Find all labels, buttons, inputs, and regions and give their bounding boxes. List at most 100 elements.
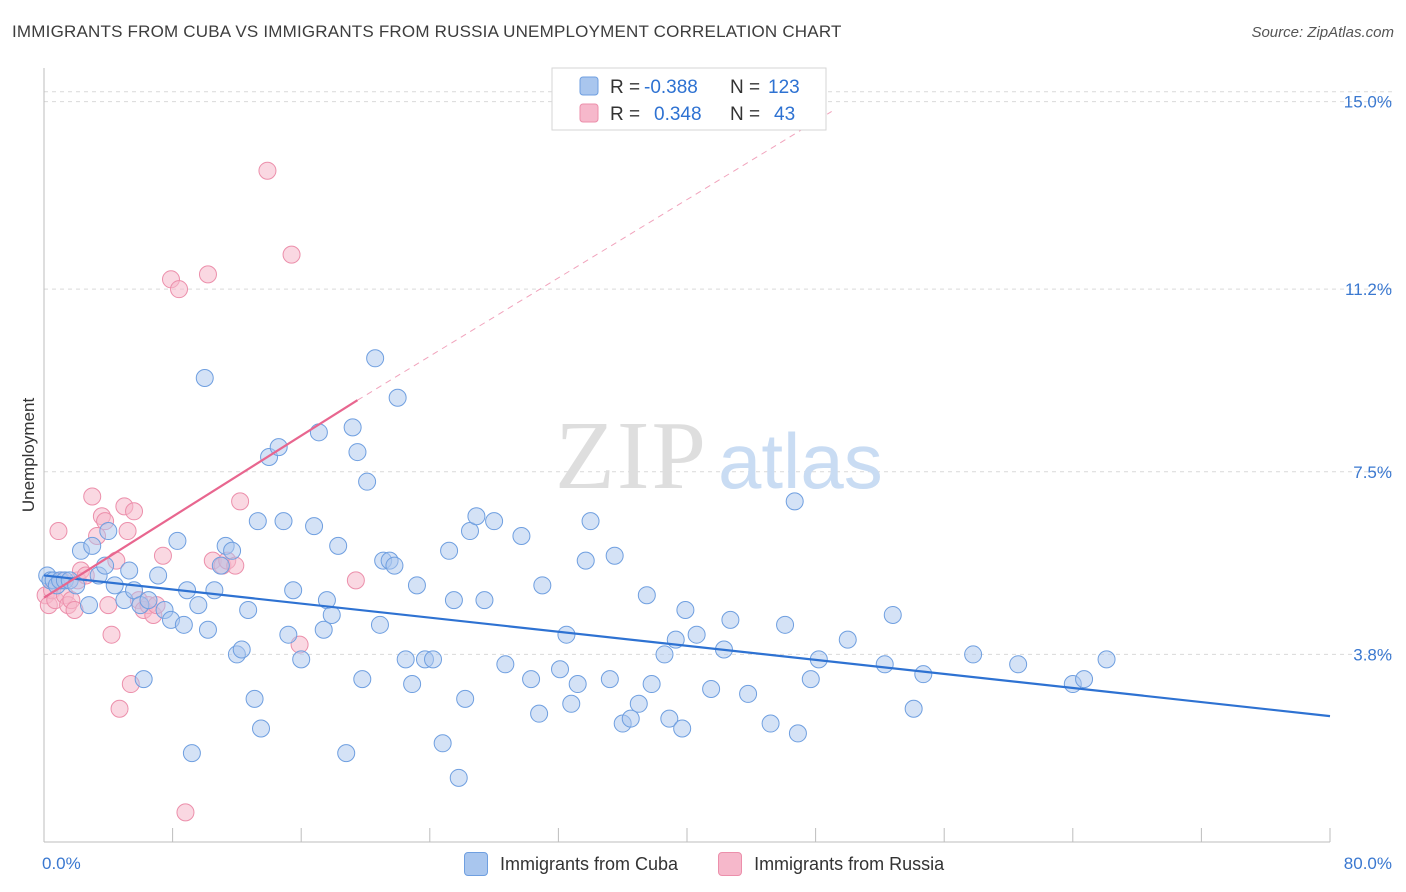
cuba-point [353,670,372,689]
cuba-point [1009,655,1028,674]
russia-n-value: 43 [774,104,795,125]
russia-trend-extension [357,111,832,401]
cuba-point [904,699,923,718]
cuba-point [149,566,168,585]
russia-point [346,571,365,590]
cuba-point [914,665,933,684]
cuba-point [83,536,102,555]
cuba-point [407,576,426,595]
cuba-point [522,670,541,689]
cuba-point [239,601,258,620]
legend-item-cuba[interactable]: Immigrants from Cuba [464,852,678,876]
watermark: ZIP atlas [555,402,883,510]
cuba-point [600,670,619,689]
cuba-r-label: R = [610,77,640,98]
cuba-n-label: N = [730,77,760,98]
cuba-point [449,768,468,787]
cuba-point [551,660,570,679]
cuba-point [687,625,706,644]
watermark-atlas: atlas [718,417,883,505]
grid-lines [44,91,1392,655]
y-axis-label: Unemployment [19,398,38,513]
russia-point [198,265,217,284]
cuba-point [581,512,600,531]
cuba-point [629,694,648,713]
cuba-point [329,536,348,555]
cuba-point [358,472,377,491]
legend-label-russia: Immigrants from Russia [754,853,945,874]
cuba-point [174,615,193,634]
legend-label-cuba: Immigrants from Cuba [500,853,679,874]
cuba-point [530,704,549,723]
cuba-point [512,526,531,545]
cuba-points [38,349,1116,787]
cuba-point [314,620,333,639]
russia-point [282,245,301,264]
cuba-point [1075,670,1094,689]
cuba-point [322,605,341,624]
russia-swatch [579,103,599,123]
russia-point [170,280,189,299]
cuba-point [444,591,463,610]
tick-labels: 3.8% 7.5% 11.2% 15.0% 0.0% 80.0% [42,93,1392,873]
cuba-point [105,576,124,595]
cuba-point [557,625,576,644]
cuba-point [168,531,187,550]
axes [43,68,1331,843]
cuba-point [292,650,311,669]
cuba-point [838,630,857,649]
cuba-point [189,596,208,615]
cuba-point [964,645,983,664]
cuba-swatch [579,76,599,96]
cuba-point [284,581,303,600]
x-tick-label: 0.0% [42,854,81,873]
russia-point [99,596,118,615]
cuba-point [776,615,795,634]
cuba-point [568,675,587,694]
legend-swatch-cuba [464,852,488,876]
cuba-point [605,546,624,565]
cuba-point [99,522,118,541]
cuba-point [676,601,695,620]
cuba-point [702,679,721,698]
y-tick-label: 11.2% [1345,280,1392,299]
cuba-point [366,349,385,368]
cuba-point [337,744,356,763]
cuba-point [485,512,504,531]
cuba-point [139,591,158,610]
russia-point [125,502,144,521]
cuba-point [433,734,452,753]
series-legend: Immigrants from Cuba Immigrants from Rus… [464,852,974,876]
y-tick-label: 15.0% [1344,93,1392,112]
source-label: Source: ZipAtlas.com [1251,24,1394,41]
cuba-point [198,620,217,639]
trend-lines [43,111,1331,718]
cuba-point [739,684,758,703]
cuba-point [232,640,251,659]
cuba-point [440,541,459,560]
cuba-point [673,719,692,738]
stats-legend: R = -0.388 N = 123 R = 0.348 N = 43 [551,67,827,131]
cuba-point [348,443,367,462]
cuba-point [274,512,293,531]
y-tick-label: 3.8% [1353,645,1392,664]
cuba-point [721,610,740,629]
cuba-point [396,650,415,669]
russia-r-value: 0.348 [654,104,702,125]
legend-item-russia[interactable]: Immigrants from Russia [718,852,944,876]
cuba-point [460,522,479,541]
cuba-point [211,556,230,575]
cuba-r-value: -0.388 [644,77,698,98]
russia-points [36,161,365,822]
cuba-trend-line [43,574,1331,718]
cuba-point [621,709,640,728]
russia-r-label: R = [610,104,640,125]
russia-point [49,522,68,541]
russia-point [153,546,172,565]
cuba-point [279,625,298,644]
cuba-point [182,744,201,763]
russia-point [102,625,121,644]
cuba-point [343,418,362,437]
cuba-point [475,591,494,610]
